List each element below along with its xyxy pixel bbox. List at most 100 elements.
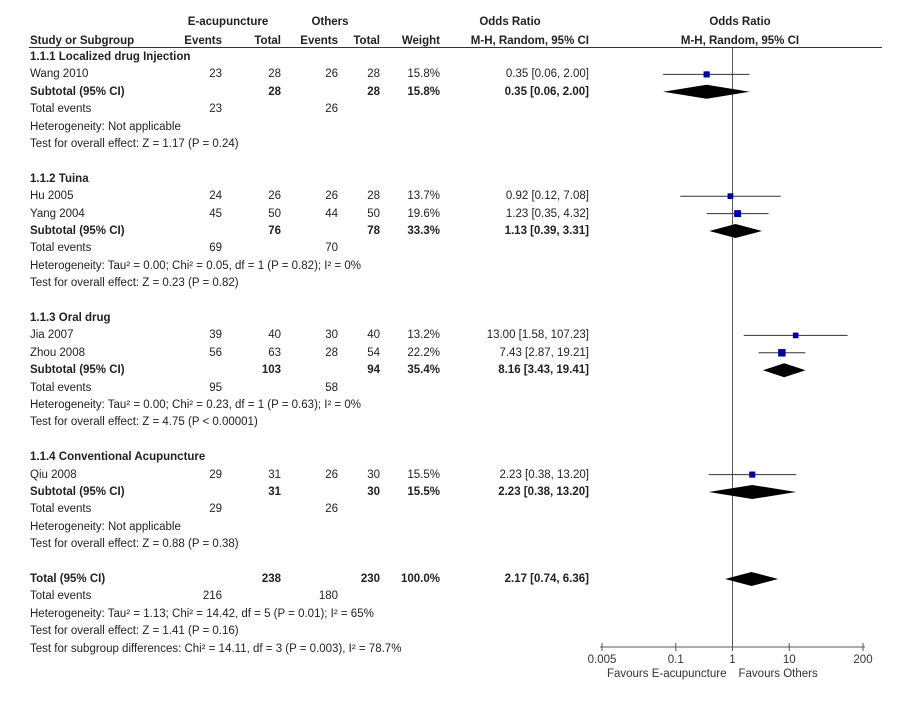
total-events1: 23 [209,103,222,116]
study-or-ci: 0.92 [0.12, 7.08] [505,190,589,203]
subgroup-title: 1.1.3 Oral drug [30,312,111,324]
grand-total-events-label: Total events [30,590,92,603]
subtotal-or-ci: 1.13 [0.39, 3.31] [504,225,589,237]
subtotal-label: Subtotal (95% CI) [30,225,125,237]
study-events2: 30 [325,329,338,342]
total-events2: 26 [325,103,338,116]
study-total1: 40 [268,329,281,342]
total-events2: 58 [325,381,338,394]
study-total2: 28 [367,190,380,203]
total-events-label: Total events [30,103,92,116]
study-name: Qiu 2008 [30,468,77,481]
subtotal-diamond [709,224,762,238]
study-total2: 54 [367,346,380,359]
subtotal-total1: 76 [268,225,281,237]
total-events-label: Total events [30,242,92,255]
subtotal-label: Subtotal (95% CI) [30,85,125,98]
study-marker [727,193,734,200]
study-marker [792,332,799,339]
study-total2: 28 [367,68,380,81]
study-total1: 31 [268,468,281,481]
total-events1: 29 [209,503,222,516]
overall-effect-text: Test for overall effect: Z = 0.88 (P = 0… [30,538,239,551]
study-total2: 40 [367,329,380,342]
study-column-header: Study or Subgroup [30,35,135,47]
study-or-ci: 0.35 [0.06, 2.00] [505,68,589,81]
subtotal-weight: 35.4% [407,364,440,377]
study-events1: 29 [209,468,222,481]
total2-header: Total [353,35,380,47]
study-name: Zhou 2008 [30,346,85,359]
study-events2: 28 [325,346,338,359]
total-events-label: Total events [30,381,92,394]
heterogeneity-text: Heterogeneity: Not applicable [30,520,181,533]
subtotal-diamond [708,485,797,499]
total-events1: 69 [209,242,222,255]
total-events2: 70 [325,242,338,255]
total1-header: Total [254,35,281,47]
total-events1: 95 [209,381,222,394]
study-events1: 24 [209,190,222,203]
study-total2: 30 [367,468,380,481]
study-events2: 26 [325,68,338,81]
subtotal-total2: 28 [367,85,380,98]
study-events1: 56 [209,346,222,359]
group2-header: Others [311,16,349,28]
subtotal-total1: 31 [268,486,281,498]
study-marker [734,210,742,218]
subtotal-weight: 33.3% [407,225,440,237]
study-events1: 23 [209,68,222,81]
study-marker [749,471,756,478]
grand-total-events1: 216 [202,590,222,603]
study-or-ci: 1.23 [0.35, 4.32] [505,207,589,220]
study-name: Wang 2010 [30,68,89,81]
subtotal-weight: 15.8% [407,85,440,98]
plot-title: Odds Ratio [709,16,771,28]
x-tick-label: 0.1 [668,654,684,666]
total-label: Total (95% CI) [30,573,106,585]
subtotal-or-ci: 0.35 [0.06, 2.00] [504,85,589,98]
subtotal-weight: 15.5% [407,486,440,498]
heterogeneity-text: Heterogeneity: Not applicable [30,120,181,133]
subtotal-label: Subtotal (95% CI) [30,486,125,498]
overall-effect-text: Test for overall effect: Z = 1.17 (P = 0… [30,138,239,150]
subtotal-total1: 28 [268,85,281,98]
study-weight: 13.2% [407,329,440,342]
study-name: Yang 2004 [30,207,85,220]
study-or-ci: 7.43 [2.87, 19.21] [499,346,589,359]
x-tick-label: 200 [853,654,872,666]
study-events2: 44 [325,207,338,220]
favours-right-label: Favours Others [739,668,818,680]
study-events1: 39 [209,329,222,342]
group1-header: E-acupuncture [187,16,269,28]
study-marker [703,71,710,78]
subgroup-differences-text: Test for subgroup differences: Chi² = 14… [30,642,402,655]
weight-header: Weight [401,35,440,47]
favours-left-label: Favours E-acupuncture [607,668,727,680]
events2-header: Events [300,35,338,47]
total-events-label: Total events [30,503,92,516]
overall-effect-text: Test for overall effect: Z = 4.75 (P < 0… [30,416,258,429]
study-weight: 15.8% [407,68,440,81]
study-total1: 50 [268,207,281,220]
subtotal-or-ci: 8.16 [3.43, 19.41] [498,364,589,377]
total-total2: 230 [360,573,380,585]
total-or-ci: 2.17 [0.74, 6.36] [504,573,589,585]
total-overall-effect-text: Test for overall effect: Z = 1.41 (P = 0… [30,625,239,638]
subgroup-title: 1.1.2 Tuina [30,172,89,185]
header-rule [29,47,882,48]
total-events2: 26 [325,503,338,516]
study-weight: 15.5% [407,468,440,481]
study-events1: 45 [209,207,222,220]
subtotal-label: Subtotal (95% CI) [30,364,125,377]
subtotal-total2: 94 [367,364,380,377]
study-or-ci: 13.00 [1.58, 107.23] [486,329,589,342]
study-events2: 26 [325,468,338,481]
grand-total-events2: 180 [318,590,338,603]
study-name: Hu 2005 [30,190,74,203]
study-total1: 26 [268,190,281,203]
subtotal-diamond [762,363,806,378]
subtotal-total2: 78 [367,225,380,237]
study-name: Jia 2007 [30,329,74,342]
